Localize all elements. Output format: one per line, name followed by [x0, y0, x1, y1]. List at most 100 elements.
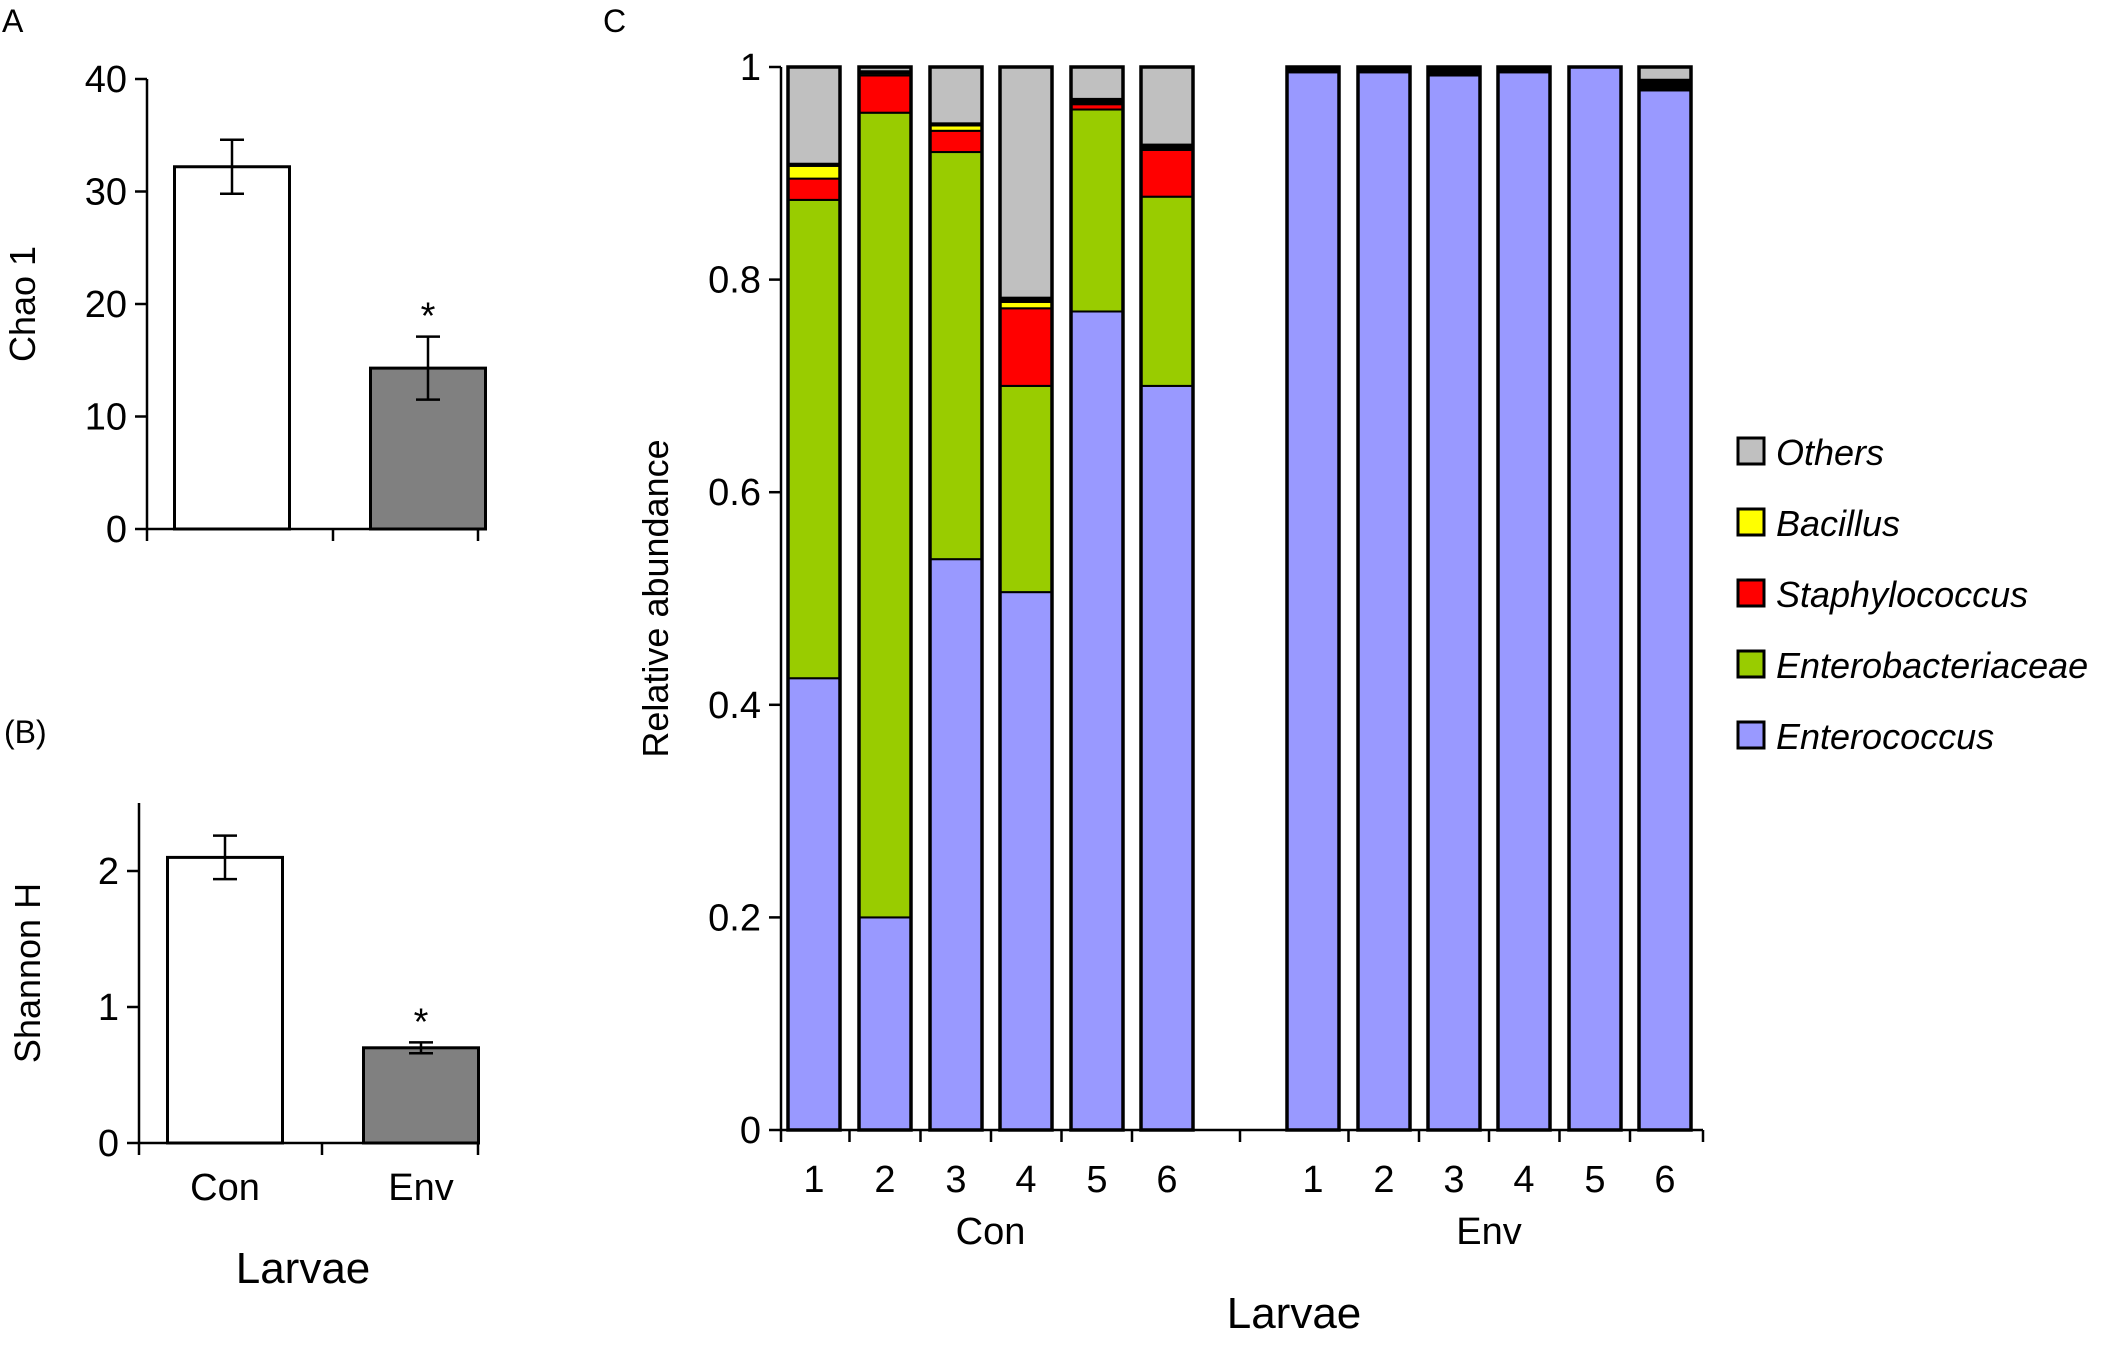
segment-enterococcus [1497, 71, 1551, 1132]
bar-con [166, 855, 284, 1145]
y-tick-label: 0 [106, 509, 127, 551]
panel-b-shannon-chart: (B) Shannon H Larvae 0 1 2 Con * Env [4, 714, 480, 1293]
bar-env [362, 1046, 480, 1145]
stacked-bar-con-1 [786, 65, 842, 1132]
group-label-con: Con [956, 1211, 1026, 1253]
legend-swatch-bacillus [1736, 507, 1766, 537]
legend-label-staphylococcus: Staphylococcus [1776, 574, 2028, 615]
bar-outline [1285, 65, 1341, 1132]
segment-enterobacteriaceae [787, 198, 841, 680]
x-tick-label: 2 [874, 1159, 895, 1201]
segment-enterococcus [1568, 66, 1622, 1131]
bar-outline [1139, 65, 1195, 1132]
x-tick-label: 4 [1513, 1159, 1534, 1201]
segment-enterococcus [1070, 310, 1124, 1131]
x-tick-label: Env [388, 1167, 453, 1209]
group-label-env: Env [1456, 1211, 1521, 1253]
y-tick-label: 10 [85, 397, 127, 439]
bar-outline [998, 65, 1054, 1132]
segment-enterobacteriaceae [1070, 108, 1124, 313]
bar-outline [1637, 65, 1693, 1132]
panel-c-relative-abundance-chart: C Relative abundance Larvae 0 0.2 0.4 0.6 0.… [603, 3, 1705, 1338]
segment-enterococcus [1638, 89, 1692, 1132]
bar-outline [1069, 65, 1125, 1132]
segment-staphylococcus [787, 177, 841, 201]
segment-enterococcus [1140, 384, 1194, 1131]
stacked-bar-env-1 [1285, 65, 1341, 1132]
segment-staphylococcus [858, 74, 912, 114]
x-tick-label: 5 [1584, 1159, 1605, 1201]
panel-b-x-axis-label: Larvae [236, 1244, 371, 1293]
x-tick-label: 1 [1302, 1159, 1323, 1201]
stacked-bar-con-6 [1139, 65, 1195, 1132]
panel-b-label: (B) [4, 714, 47, 750]
panel-a-chao1-chart: A Chao 1 0 10 20 30 40 * [2, 3, 487, 551]
stacked-bar-env-3 [1426, 65, 1482, 1132]
panel-c-y-axis-label: Relative abundance [635, 439, 676, 757]
x-tick-label: 5 [1086, 1159, 1107, 1201]
x-tick-label: 3 [1443, 1159, 1464, 1201]
y-tick-label: 1 [740, 47, 761, 89]
y-tick-label: 40 [85, 59, 127, 101]
x-tick-label: 1 [803, 1159, 824, 1201]
segment-unlabeled [1638, 78, 1692, 92]
bar-env [369, 366, 487, 531]
y-tick-label: 20 [85, 284, 127, 326]
bar-outline [928, 65, 984, 1132]
bar-outline [1426, 65, 1482, 1132]
y-tick-label: 0.2 [708, 897, 761, 939]
bar-outline [1496, 65, 1552, 1132]
y-tick-label: 0.8 [708, 260, 761, 302]
segment-enterobacteriaceae [858, 111, 912, 919]
bar-outline [1356, 65, 1412, 1132]
legend-label-enterobacteriaceae: Enterobacteriaceae [1776, 645, 2088, 686]
x-tick-label: 6 [1156, 1159, 1177, 1201]
legend-swatch-enterococcus [1736, 720, 1766, 750]
segment-others [787, 66, 841, 165]
stacked-bar-env-2 [1356, 65, 1412, 1132]
segment-enterococcus [1427, 74, 1481, 1131]
x-tick-label: 3 [945, 1159, 966, 1201]
significance-marker: * [414, 1001, 429, 1043]
y-tick-label: 0.6 [708, 472, 761, 514]
segment-staphylococcus [929, 129, 983, 154]
segment-enterococcus [929, 558, 983, 1131]
bar-outline [786, 65, 842, 1132]
bar-outline [857, 65, 913, 1132]
stacked-bar-con-5 [1069, 65, 1125, 1132]
panel-c-x-axis-label: Larvae [1227, 1289, 1362, 1338]
stacked-bar-con-4 [998, 65, 1054, 1132]
stacked-bar-con-3 [928, 65, 984, 1132]
legend-swatch-others [1736, 436, 1766, 466]
y-tick-label: 30 [85, 172, 127, 214]
panel-b-y-axis-label: Shannon H [7, 883, 48, 1063]
legend-label-bacillus: Bacillus [1776, 503, 1900, 544]
y-tick-label: 2 [98, 851, 119, 893]
x-tick-label: 6 [1654, 1159, 1675, 1201]
y-tick-label: 1 [98, 987, 119, 1029]
segment-enterococcus [1286, 71, 1340, 1132]
y-tick-label: 0 [740, 1110, 761, 1152]
x-tick-label: 2 [1373, 1159, 1394, 1201]
segment-enterococcus [858, 916, 912, 1132]
panel-a-y-axis-label: Chao 1 [2, 246, 43, 362]
significance-marker: * [421, 296, 436, 338]
stacked-bar-env-5 [1567, 65, 1623, 1132]
segment-enterobacteriaceae [929, 151, 983, 561]
segment-bacillus [787, 164, 841, 180]
segment-enterococcus [787, 677, 841, 1131]
segment-staphylococcus [999, 307, 1053, 387]
segment-staphylococcus [1140, 148, 1194, 198]
panel-c-label: C [603, 3, 626, 39]
x-tick-label: Con [190, 1167, 260, 1209]
y-tick-label: 0.4 [708, 685, 761, 727]
segment-others [929, 66, 983, 125]
segment-enterococcus [1357, 71, 1411, 1132]
bar-outline [1567, 65, 1623, 1132]
segment-others [1070, 66, 1124, 100]
legend-swatch-enterobacteriaceae [1736, 649, 1766, 679]
segment-others [1638, 66, 1692, 81]
segment-others [1140, 66, 1194, 146]
segment-enterococcus [999, 591, 1053, 1131]
panel-c-legend: Others Bacillus Staphylococcus Enterobacter… [1736, 432, 2088, 757]
